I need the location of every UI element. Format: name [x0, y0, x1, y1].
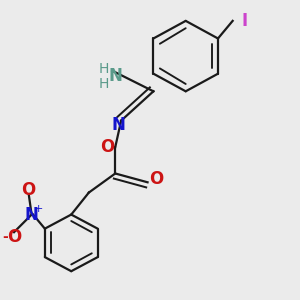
Text: O: O	[22, 181, 36, 199]
Text: H: H	[99, 62, 110, 76]
Text: O: O	[7, 228, 21, 246]
Text: +: +	[34, 204, 43, 214]
Text: O: O	[148, 170, 163, 188]
Text: N: N	[25, 206, 39, 224]
Text: H: H	[98, 77, 109, 91]
Text: O: O	[100, 138, 114, 156]
Text: N: N	[108, 67, 122, 85]
Text: I: I	[242, 12, 248, 30]
Text: -: -	[2, 230, 8, 244]
Text: N: N	[112, 116, 126, 134]
